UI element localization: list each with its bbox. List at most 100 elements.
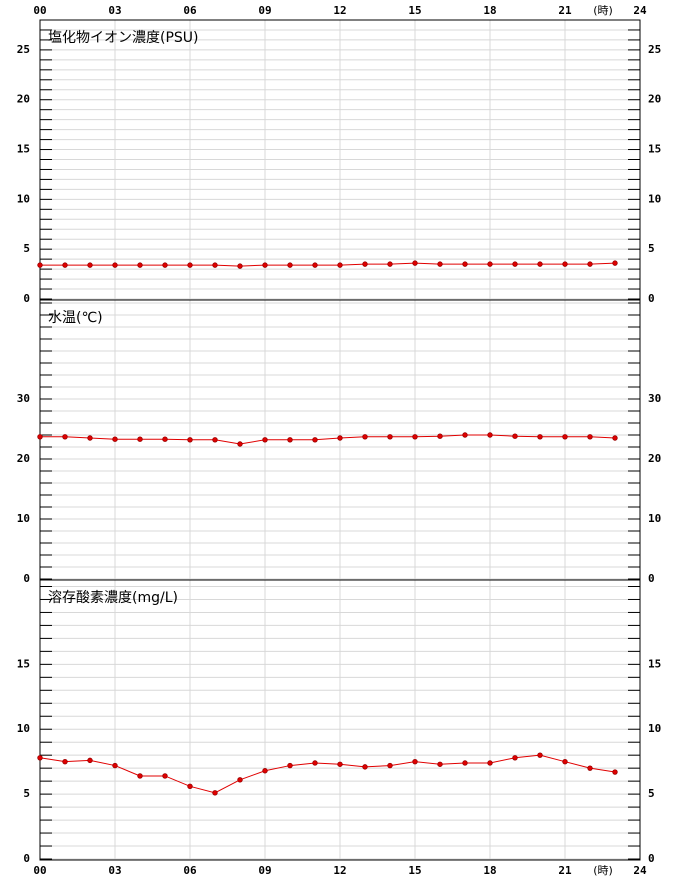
data-point [287, 437, 293, 443]
x-tick-label: 15 [408, 4, 421, 17]
data-point [37, 755, 43, 761]
data-point [62, 262, 68, 268]
data-point [612, 435, 618, 441]
data-point [162, 773, 168, 779]
data-point [537, 752, 543, 758]
x-tick-label: 06 [183, 4, 197, 17]
data-point [387, 261, 393, 267]
x-tick-label: 21 [558, 864, 572, 877]
x-tick-label: 24 [633, 864, 647, 877]
x-tick-label: 21 [558, 4, 572, 17]
data-point [112, 762, 118, 769]
data-point [312, 437, 318, 443]
y-tick-label: 10 [648, 722, 661, 735]
data-point [312, 262, 318, 268]
data-point [62, 434, 68, 440]
data-point [137, 262, 143, 268]
y-tick-label: 10 [648, 512, 661, 525]
data-point [237, 777, 243, 783]
y-tick-label: 5 [648, 787, 655, 800]
x-tick-label: 00 [33, 4, 46, 17]
data-point [537, 261, 543, 267]
data-point [562, 261, 568, 267]
data-point [137, 773, 143, 779]
y-tick-label: 30 [648, 392, 661, 405]
data-point [462, 261, 468, 267]
x-tick-label: 12 [333, 864, 346, 877]
y-tick-label: 15 [648, 657, 661, 670]
data-point [337, 761, 343, 767]
y-tick-label: 0 [648, 572, 655, 585]
y-tick-label: 0 [23, 572, 30, 585]
x-tick-label: 18 [483, 864, 496, 877]
y-tick-label: 25 [17, 43, 30, 56]
data-point [562, 434, 568, 440]
data-point [112, 262, 118, 268]
y-tick-label: 0 [648, 852, 655, 865]
data-point [462, 760, 468, 766]
data-point [362, 434, 368, 440]
data-point [512, 755, 518, 761]
y-tick-label: 20 [17, 452, 30, 465]
y-tick-label: 5 [648, 242, 655, 255]
data-point [512, 261, 518, 267]
y-tick-label: 30 [17, 392, 30, 405]
data-point [437, 761, 443, 767]
y-tick-label: 5 [23, 787, 30, 800]
data-point [412, 434, 418, 440]
y-tick-label: 15 [17, 143, 30, 156]
data-point [387, 434, 393, 440]
data-point [362, 261, 368, 267]
y-tick-label: 0 [23, 292, 30, 305]
data-point [287, 762, 293, 769]
x-tick-label: 12 [333, 4, 346, 17]
data-point [587, 261, 593, 267]
x-tick-label: 18 [483, 4, 496, 17]
data-point [312, 760, 318, 766]
x-tick-label: 03 [108, 864, 121, 877]
y-tick-label: 10 [17, 192, 30, 205]
data-point [187, 783, 193, 790]
data-point [587, 434, 593, 440]
data-point [137, 436, 143, 442]
data-point [187, 262, 193, 268]
x-tick-label: 00 [33, 864, 46, 877]
data-point [112, 436, 118, 442]
data-point [437, 261, 443, 267]
data-point [262, 437, 268, 443]
data-point [237, 441, 243, 447]
y-tick-label: 20 [648, 452, 661, 465]
x-tick-label: 15 [408, 864, 421, 877]
x-tick-label: 03 [108, 4, 121, 17]
y-tick-label: 0 [23, 852, 30, 865]
data-point [587, 765, 593, 771]
x-tick-label: 09 [258, 864, 271, 877]
y-tick-label: 25 [648, 43, 661, 56]
panel-title: 塩化物イオン濃度(PSU) [48, 30, 199, 46]
y-tick-label: 0 [648, 292, 655, 305]
data-point [212, 790, 218, 796]
data-point [437, 433, 443, 439]
series-line [39, 754, 616, 794]
y-tick-label: 15 [17, 657, 30, 670]
data-point [87, 262, 93, 268]
data-point [487, 760, 493, 766]
data-point [212, 437, 218, 443]
data-point [412, 260, 418, 266]
data-point [187, 437, 193, 443]
y-tick-label: 10 [17, 512, 30, 525]
x-tick-label: 09 [258, 4, 271, 17]
data-point [212, 262, 218, 268]
y-tick-label: 15 [648, 143, 661, 156]
data-point [87, 435, 93, 441]
data-point [512, 433, 518, 439]
data-point [262, 768, 268, 774]
y-tick-label: 10 [648, 192, 661, 205]
x-tick-label: 24 [633, 4, 647, 17]
data-point [87, 757, 93, 764]
data-point [462, 432, 468, 438]
data-point [487, 432, 493, 438]
series-line [40, 262, 616, 267]
data-point [387, 762, 393, 769]
